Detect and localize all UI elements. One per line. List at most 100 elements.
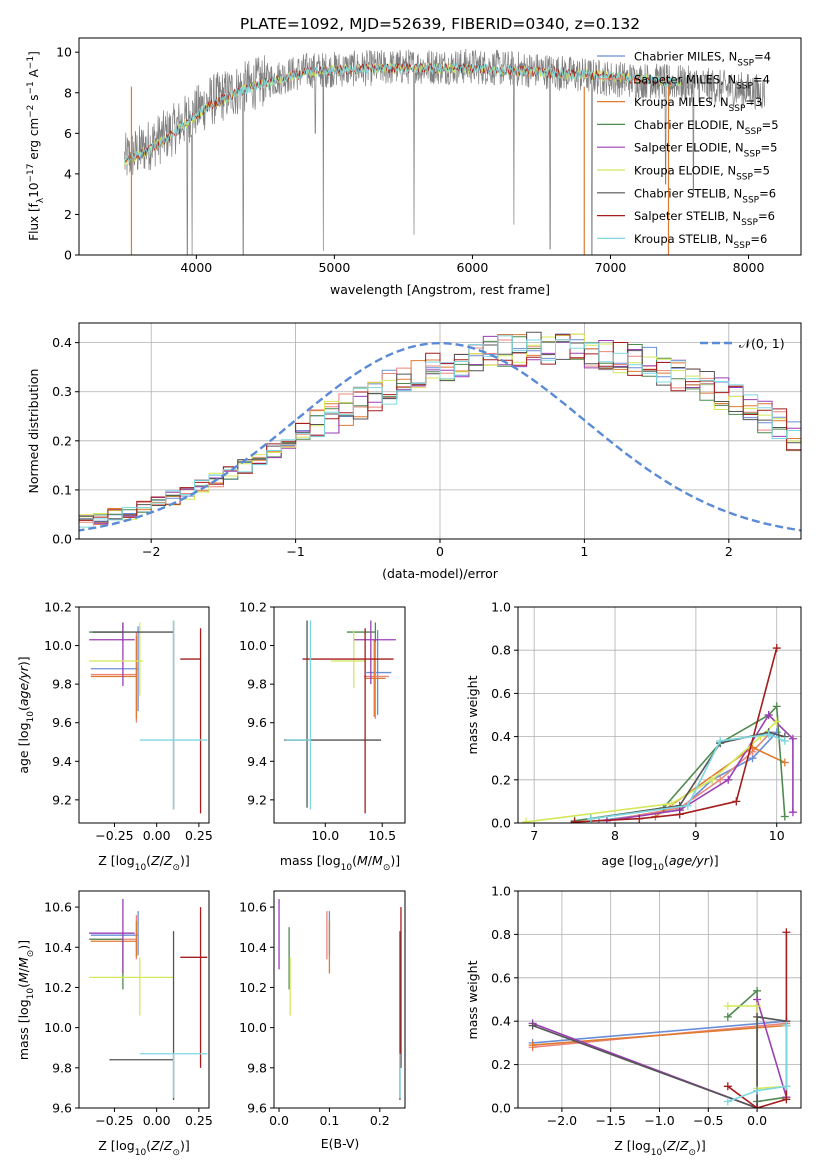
y-tick-label: 0.0 <box>491 1101 511 1116</box>
y-tick-label: 9.8 <box>52 1060 72 1075</box>
y-tick-label: 10.4 <box>44 940 72 955</box>
x-tick-label: 0.25 <box>185 828 213 843</box>
model-spectrum <box>124 62 683 163</box>
mass-weight-marker <box>724 775 733 784</box>
plot-area <box>79 331 801 532</box>
axes-frame <box>78 606 210 824</box>
y-tick-label: 0.0 <box>491 816 511 831</box>
legend-label: Kroupa MILES, NSSP=3 <box>634 95 762 114</box>
plot-area <box>522 644 797 823</box>
mass-weight-marker <box>788 734 797 743</box>
x-tick-label: 0.25 <box>185 1113 213 1128</box>
x-axis-label: mass [log10(M/M⊙)] <box>280 853 400 873</box>
x-axis-label: E(B-V) <box>321 1136 360 1151</box>
y-tick-label: 0.2 <box>491 1057 511 1072</box>
mass-weight-marker <box>723 1082 732 1091</box>
axes-frame <box>273 606 406 824</box>
y-tick-label: 0.8 <box>491 927 511 942</box>
plot-area <box>284 620 396 814</box>
x-tick-label: −0.25 <box>95 828 133 843</box>
y-tick-label: 10.0 <box>44 1020 72 1035</box>
x-tick-label: 9 <box>692 828 700 843</box>
x-tick-label: 1 <box>580 544 588 559</box>
plot-area <box>124 48 766 255</box>
y-tick-label: 0.1 <box>52 482 72 497</box>
y-tick-label: 1.0 <box>491 884 511 899</box>
x-tick-label: 7000 <box>595 260 627 275</box>
mass-weight-marker <box>788 808 797 817</box>
x-axis-label: Z [log10(Z/Z⊙)] <box>98 853 190 873</box>
y-axis-label-group: mass weight <box>465 960 480 1039</box>
y-tick-label: 0.4 <box>491 729 511 744</box>
mass-weight-marker <box>753 1104 762 1108</box>
age-vs-mass-axes: 10.0 10.5 9.2 9.4 9.6 9.8 10.0 10.2 mass [log10(… <box>239 600 406 873</box>
x-tick-label: 0.00 <box>143 1113 171 1128</box>
mass-weight-marker <box>723 1002 732 1011</box>
mass-weight-marker <box>772 717 781 726</box>
x-tick-label: 6000 <box>457 260 489 275</box>
plot-area <box>278 899 402 1100</box>
x-tick-label: 8000 <box>733 260 765 275</box>
y-tick-label: 9.8 <box>247 677 267 692</box>
y-axis-label: mass [log10(M/M⊙)] <box>16 940 36 1060</box>
y-tick-label: 2 <box>64 207 72 222</box>
mass-weight-marker <box>716 775 725 784</box>
legend-label: Chabrier STELIB, NSSP=6 <box>634 186 776 205</box>
y-tick-label: 10.0 <box>239 638 267 653</box>
y-tick-label: 10.2 <box>239 980 267 995</box>
mass-weight-marker <box>716 736 725 745</box>
mass-weight-Z-axes: −2.0 −1.5 −1.0 −0.5 0.0 0.0 0.2 0.4 0.6 0.8 1.0 Z [… <box>465 884 802 1158</box>
legend-label: Chabrier ELODIE, NSSP=5 <box>634 118 779 137</box>
x-tick-label: 2 <box>725 544 733 559</box>
mass-weight-marker <box>782 928 791 937</box>
mass-weight-marker <box>683 801 692 810</box>
histogram-series <box>79 335 801 528</box>
y-axis-label: Normed distribution <box>26 369 41 494</box>
x-axis-label: wavelength [Angstrom, rest frame] <box>330 282 550 297</box>
axes-frame <box>273 890 406 1109</box>
x-tick-label: −1.0 <box>644 1113 674 1128</box>
age-vs-Z-axes: −0.25 0.00 0.25 9.2 9.4 9.6 9.8 10.0 10.2 Z [log1… <box>16 600 213 874</box>
x-axis-label: (data-model)/error <box>382 566 499 581</box>
x-tick-label: −1.5 <box>596 1113 626 1128</box>
x-tick-label: 7 <box>530 828 538 843</box>
y-axis-label: mass weight <box>465 675 480 754</box>
mass-weight-marker <box>764 730 773 739</box>
legend-label: 𝒩(0, 1) <box>739 336 785 351</box>
plot-area <box>89 620 208 814</box>
mass-vs-ebv-axes: 0.0 0.1 0.2 9.6 9.8 10.0 10.2 10.4 10.6 E(B-V) <box>239 890 406 1151</box>
y-tick-label: 10.0 <box>44 638 72 653</box>
y-tick-label: 1.0 <box>491 600 511 615</box>
y-axis-label: age [log10(age/yr)] <box>16 656 36 773</box>
mass-weight-marker <box>586 814 595 823</box>
mass-vs-Z-axes: −0.25 0.00 0.25 9.6 9.8 10.0 10.2 10.4 10.6 Z [lo… <box>16 890 213 1158</box>
y-tick-label: 0 <box>64 248 72 263</box>
y-tick-label: 0.0 <box>52 532 72 547</box>
y-tick-label: 9.2 <box>52 792 72 807</box>
mass-weight-marker <box>772 644 781 653</box>
mass-weight-marker <box>753 1086 762 1095</box>
y-tick-label: 0.2 <box>491 772 511 787</box>
mass-weight-marker <box>528 1041 537 1050</box>
mass-weight-marker <box>522 817 531 823</box>
mass-weight-marker <box>782 1021 791 1030</box>
y-tick-label: 8 <box>64 85 72 100</box>
figure-title: PLATE=1092, MJD=52639, FIBERID=0340, z=0… <box>240 15 640 33</box>
y-tick-label: 0.8 <box>491 643 511 658</box>
mass-weight-marker <box>528 1021 537 1030</box>
mass-weight-marker <box>780 736 789 745</box>
mass-weight-marker <box>723 1012 732 1021</box>
y-tick-label: 9.8 <box>247 1060 267 1075</box>
x-tick-label: −2.0 <box>547 1113 577 1128</box>
x-tick-label: −0.25 <box>95 1113 133 1128</box>
y-tick-label: 10.6 <box>44 900 72 915</box>
axes-frame <box>517 606 802 824</box>
x-tick-label: 0.00 <box>143 828 171 843</box>
y-tick-label: 10.0 <box>239 1020 267 1035</box>
y-tick-label: 9.6 <box>247 715 267 730</box>
observed-spectrum <box>124 48 766 255</box>
x-tick-label: 10.0 <box>311 828 339 843</box>
y-tick-label: 9.2 <box>247 792 267 807</box>
